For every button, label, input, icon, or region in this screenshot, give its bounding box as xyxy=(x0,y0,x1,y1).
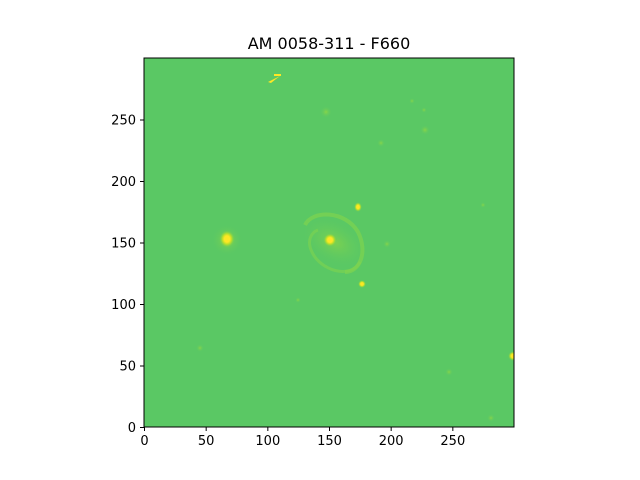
bright-star xyxy=(219,230,235,248)
edge-source xyxy=(508,351,514,361)
image-artifact xyxy=(268,76,280,83)
y-tick-label: 100 xyxy=(111,298,136,313)
astronomical-image xyxy=(144,58,514,427)
x-tick-label: 150 xyxy=(317,434,342,449)
faint-source xyxy=(420,125,430,135)
faint-source xyxy=(320,106,332,118)
x-tick-label: 200 xyxy=(379,434,404,449)
faint-source xyxy=(295,297,301,303)
faint-source xyxy=(487,414,495,422)
y-tick-label: 50 xyxy=(119,360,136,375)
y-tick-label: 250 xyxy=(111,114,136,129)
y-tick-label: 200 xyxy=(111,175,136,190)
compact-source xyxy=(358,280,366,288)
compact-source xyxy=(354,202,362,212)
faint-source xyxy=(421,107,427,113)
galaxy-spiral-arm xyxy=(308,228,362,273)
x-tick-label: 250 xyxy=(440,434,465,449)
plot-title: AM 0058-311 - F660 xyxy=(248,34,411,53)
y-tick-label: 0 xyxy=(128,421,136,436)
x-axis: 0 50 100 150 200 250 xyxy=(140,427,465,449)
x-tick-label: 50 xyxy=(198,434,215,449)
faint-source xyxy=(480,202,486,208)
faint-source xyxy=(383,240,391,248)
faint-source xyxy=(445,368,453,376)
image-artifact xyxy=(274,74,281,76)
x-tick-label: 100 xyxy=(255,434,280,449)
y-axis: 0 50 100 150 200 250 xyxy=(111,114,144,436)
x-tick-label: 0 xyxy=(140,434,148,449)
faint-source xyxy=(196,344,204,352)
faint-source xyxy=(409,98,415,104)
faint-source xyxy=(377,139,385,147)
y-tick-label: 150 xyxy=(111,237,136,252)
galaxy-nucleus xyxy=(323,233,337,247)
